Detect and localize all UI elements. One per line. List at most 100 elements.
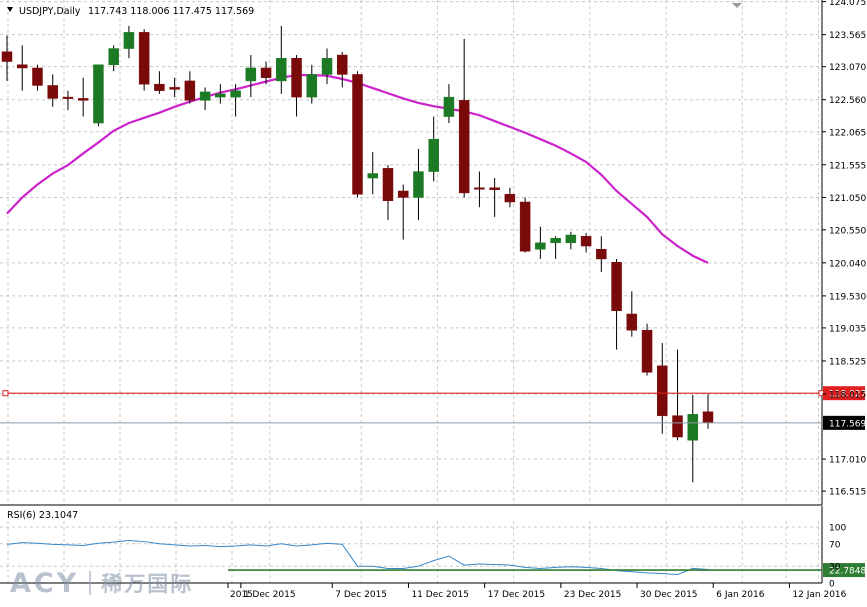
rsi-level-label: 22.7848 [829, 567, 866, 577]
y-tick-label: 120.040 [829, 259, 866, 269]
bullish-candle [108, 48, 119, 65]
bullish-candle [550, 238, 561, 244]
y-tick-label: 122.560 [829, 96, 866, 106]
y-tick-label: 121.050 [829, 194, 866, 204]
bullish-candle [321, 58, 333, 75]
last-price-label: 117.569 [829, 419, 866, 429]
x-tick-label: 1 Dec 2015 [244, 590, 296, 600]
x-tick-label: 17 Dec 2015 [488, 590, 546, 600]
level-price-tag [823, 386, 865, 401]
level-handle-left[interactable] [2, 390, 9, 397]
rsi-y-tick-label: 100 [829, 524, 846, 534]
candles [1, 25, 714, 483]
x-tick-label: 23 Dec 2015 [564, 590, 622, 600]
bearish-candle [702, 411, 714, 424]
levels: 118.027 117.569 [0, 386, 866, 430]
bearish-candle [77, 98, 89, 101]
bullish-candle [565, 234, 577, 244]
bearish-candle [1, 51, 13, 62]
broker-logo: ACY 稀万国际 [10, 566, 193, 600]
bearish-candle [382, 168, 394, 201]
rsi-y-tick-label: 0 [829, 580, 835, 590]
bearish-candle [626, 313, 638, 331]
bullish-candle [123, 32, 135, 49]
rsi-layer: 22.7848 [6, 539, 866, 578]
bearish-candle [154, 83, 165, 91]
x-tick-label: 12 Jan 2016 [792, 590, 846, 600]
bearish-candle [519, 201, 531, 252]
y-tick-label: 119.530 [829, 292, 866, 302]
logo-text-cn: 稀万国际 [101, 572, 194, 596]
bearish-candle [672, 415, 683, 438]
y-axis-rsi: 100 70 30 0 [829, 524, 846, 590]
x-tick-label: 7 Dec 2015 [335, 590, 387, 600]
y-axis-main: 124.075 123.565 123.070 122.560 122.065 121.5… [822, 0, 866, 498]
bearish-candle [397, 190, 409, 198]
y-tick-label: 120.550 [829, 226, 866, 236]
y-tick-label: 122.065 [829, 128, 866, 138]
bullish-candle [428, 138, 439, 172]
x-tick-label: 30 Dec 2015 [640, 590, 698, 600]
bearish-candle [504, 193, 516, 203]
y-tick-label: 119.035 [829, 324, 866, 334]
x-tick-label: 6 Jan 2016 [716, 590, 764, 600]
bearish-candle [352, 74, 363, 195]
y-tick-label: 117.010 [829, 456, 866, 466]
bullish-candle [93, 64, 104, 124]
ohlc-readout: 117.743 118.006 117.475 117.569 [88, 6, 254, 17]
bearish-candle [641, 329, 653, 373]
rsi-indicator-label: RSI(6) 23.1047 [7, 510, 78, 521]
collapse-triangle-icon[interactable] [7, 7, 13, 12]
bullish-candle [535, 242, 546, 250]
bullish-candle [443, 96, 455, 117]
bearish-candle [169, 87, 180, 90]
shift-marker-icon[interactable] [732, 3, 742, 8]
bearish-candle [474, 187, 485, 190]
level-price-label: 118.027 [829, 390, 866, 400]
y-tick-label: 118.015 [829, 390, 866, 400]
rsi-y-tick-label: 70 [829, 540, 841, 550]
bearish-candle [596, 249, 607, 260]
y-tick-label: 123.565 [829, 31, 866, 41]
bearish-candle [580, 236, 592, 247]
chart-symbol-label: USDJPY,Daily [19, 6, 81, 17]
y-tick-label: 123.070 [829, 63, 866, 73]
bullish-candle [367, 173, 378, 179]
bullish-candle [276, 58, 287, 82]
bearish-candle [260, 67, 272, 78]
bullish-candle [215, 93, 226, 98]
bullish-candle [306, 74, 318, 98]
bearish-candle [611, 261, 622, 312]
bearish-candle [47, 85, 58, 99]
rsi-y-tick-label: 30 [829, 563, 841, 573]
rsi-line [6, 539, 709, 576]
x-tick-label: 11 Dec 2015 [411, 590, 469, 600]
bearish-candle [291, 58, 302, 98]
bearish-candle [62, 96, 74, 99]
bearish-candle [138, 32, 150, 85]
last-price-tag [823, 415, 865, 430]
bearish-candle [337, 54, 348, 75]
logo-separator [89, 571, 92, 595]
y-tick-label: 121.555 [829, 161, 866, 171]
bearish-candle [32, 67, 43, 86]
main-grid [0, 0, 822, 505]
bearish-candle [16, 64, 28, 69]
y-tick-label: 116.515 [829, 488, 866, 498]
bearish-candle [458, 100, 470, 194]
y-tick-label: 124.075 [829, 0, 866, 8]
logo-text-en: ACY [10, 567, 80, 599]
bearish-candle [489, 187, 500, 190]
bearish-candle [657, 365, 668, 416]
bullish-candle [413, 171, 424, 198]
bearish-candle [184, 80, 196, 101]
x-tick-label: 2015 [230, 590, 253, 600]
rsi-level-tag [823, 563, 865, 578]
bullish-candle [245, 67, 257, 82]
main-plot-area [0, 0, 822, 505]
y-tick-label: 118.525 [829, 357, 866, 367]
bullish-candle [230, 90, 241, 98]
bullish-candle [199, 91, 211, 101]
